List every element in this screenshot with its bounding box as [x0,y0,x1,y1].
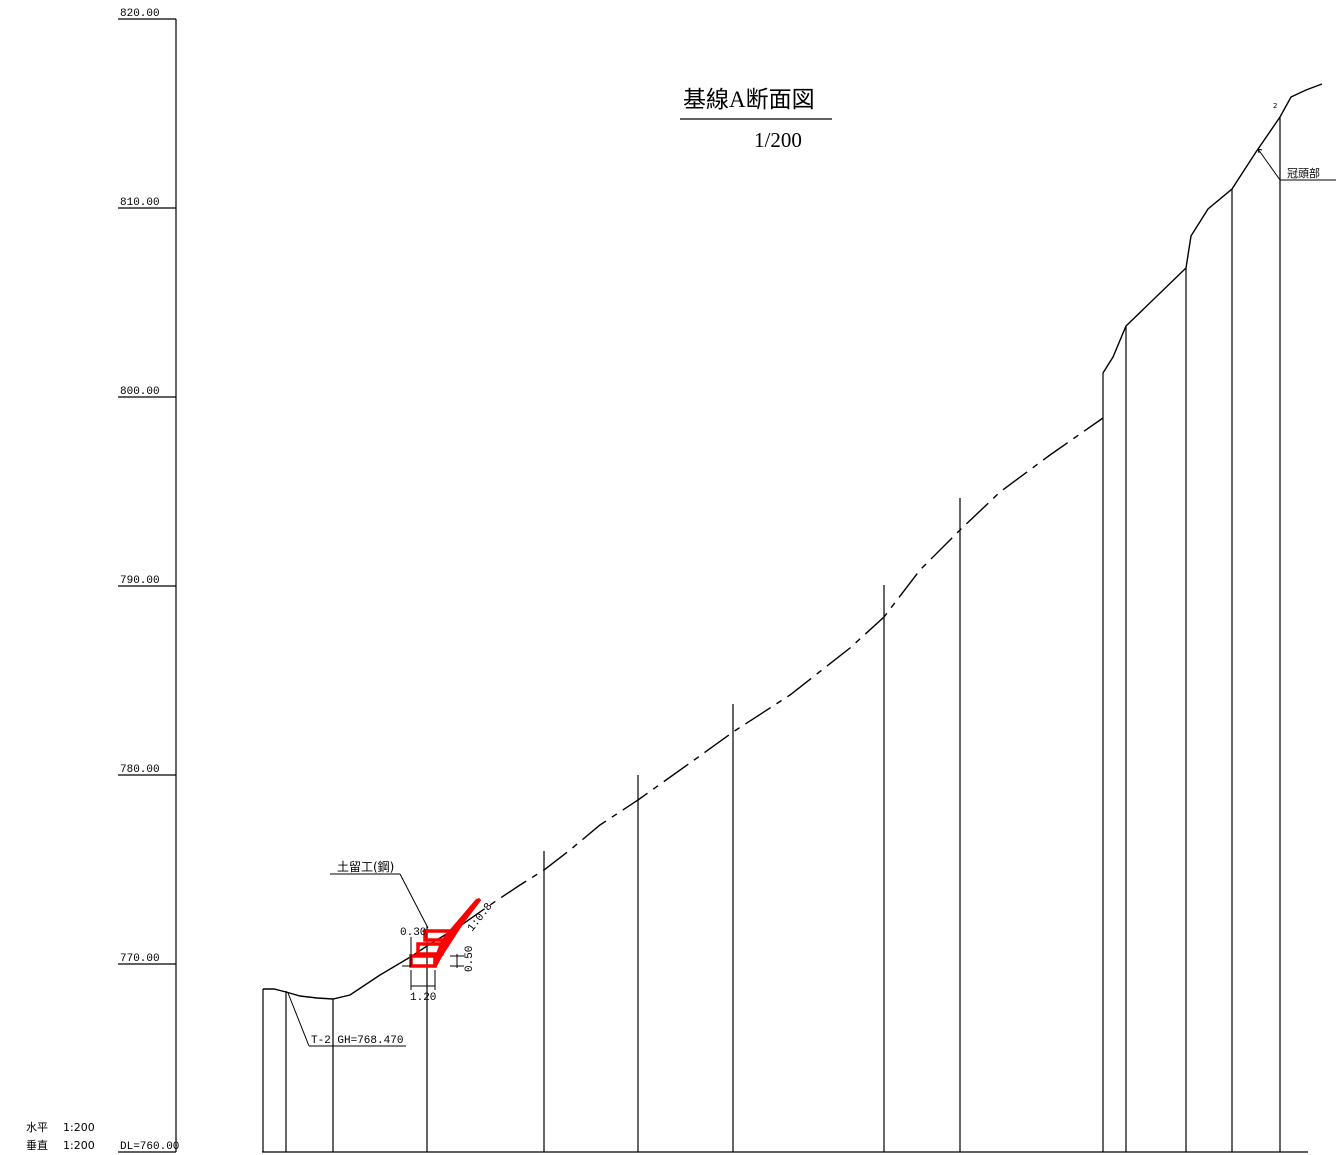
retaining-work-label: 土留工(鋼) [337,860,394,874]
horizontal-scale-value: 1:200 [63,1121,95,1134]
elevation-label-800: 800.00 [120,386,160,398]
drawing-scale: 1/200 [754,128,802,152]
scale-notes: 水平 1:200 垂直 1:200 [26,1121,95,1152]
retaining-dimension-labels: 0.30 1.20 0.50 1:0.8 [400,901,495,1004]
retaining-dimensions [402,937,464,990]
datum-label: DL=760.00 [120,1141,179,1153]
ground-profile-dashed [459,417,1104,927]
elevation-axis [118,18,177,1153]
dim-width-top: 0.30 [400,927,426,939]
title-block: 基線A断面図 1/200 [680,87,832,152]
elevation-label-770: 770.00 [120,953,160,965]
vertical-scale-label: 垂直 [26,1138,48,1152]
retaining-slope-wedge [433,898,480,966]
elevation-label-780: 780.00 [120,764,160,776]
elevation-label-810: 810.00 [120,197,160,209]
gabion-block-bottom [409,954,437,968]
ground-profile-solid-upper [1185,83,1323,269]
dim-width-base: 1.20 [410,992,436,1004]
ground-point-callout: T-2 GH=768.470 [287,992,406,1047]
elevation-label-820: 820.00 [120,8,160,20]
dim-height: 0.50 [464,946,476,972]
crown-label: 冠頭部 [1287,166,1320,180]
station-lines [262,117,1281,1152]
horizontal-scale-label: 水平 [26,1121,48,1134]
elevation-labels: 820.00 810.00 800.00 790.00 780.00 770.0… [120,8,179,1153]
ground-point-label: T-2 GH=768.470 [311,1035,403,1047]
retaining-work-callout: 土留工(鋼) [330,860,429,929]
point-number: 2 [1273,102,1277,110]
elevation-label-790: 790.00 [120,575,160,587]
ground-profile-solid-lower [263,925,461,1000]
drawing-title: 基線A断面図 [683,87,815,112]
vertical-scale-value: 1:200 [63,1139,95,1152]
ground-profile-solid-mid [1102,267,1187,374]
crown-callout: 冠頭部 [1257,148,1336,181]
